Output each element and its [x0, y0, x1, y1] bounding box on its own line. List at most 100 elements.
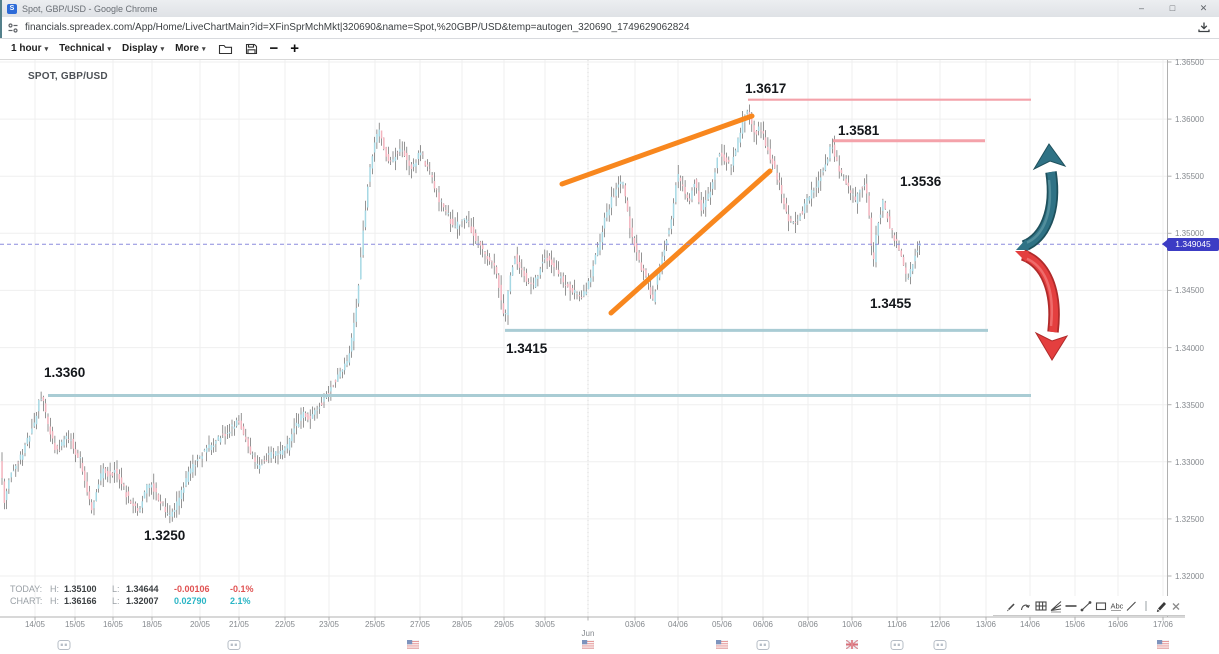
- window-title: Spot, GBP/USD - Google Chrome: [22, 3, 158, 14]
- time-axis-label: 22/05: [274, 620, 296, 629]
- event-flag-us-flag[interactable]: [1157, 640, 1169, 649]
- tool-fib-grid-icon[interactable]: [1033, 598, 1048, 613]
- today-change: -0.00106: [174, 584, 210, 594]
- event-calendar-icon[interactable]: [756, 640, 770, 650]
- time-axis-label: 05/06: [711, 620, 733, 629]
- download-icon[interactable]: [1197, 21, 1211, 34]
- chart-change-pct: 2.1%: [230, 596, 251, 606]
- time-axis-label: Jun: [581, 629, 595, 638]
- price-axis-label: 1.32000: [1175, 572, 1204, 581]
- event-flag-uk-flag[interactable]: [846, 640, 858, 649]
- chart-label: CHART:: [10, 596, 43, 606]
- site-info-icon[interactable]: [7, 22, 19, 34]
- tool-pen-large-icon[interactable]: [1153, 598, 1168, 613]
- today-high: 1.35100: [64, 584, 97, 594]
- save-icon[interactable]: [245, 43, 258, 55]
- open-folder-icon[interactable]: [218, 43, 233, 55]
- time-axis-label: 23/05: [318, 620, 340, 629]
- price-annotation[interactable]: 1.3536: [900, 174, 942, 189]
- timeframe-dropdown[interactable]: 1 hour ▾: [11, 43, 49, 54]
- zoom-out-button[interactable]: −: [269, 40, 279, 57]
- tool-diagonal-line-icon[interactable]: [1123, 598, 1138, 613]
- tool-curved-arrow-icon[interactable]: [1018, 598, 1033, 613]
- url-bar: financials.spreadex.com/App/Home/LiveCha…: [0, 17, 1219, 39]
- time-axis-label: 25/05: [364, 620, 386, 629]
- price-axis-label: 1.33000: [1175, 457, 1204, 467]
- chevron-down-icon: ▾: [44, 45, 49, 53]
- candles: [1, 104, 921, 524]
- event-flag-us-flag[interactable]: [407, 640, 419, 649]
- support-resistance-lines[interactable]: [48, 98, 1031, 397]
- event-flag-us-flag[interactable]: [582, 640, 594, 649]
- today-label: TODAY:: [10, 584, 43, 594]
- event-calendar-icon[interactable]: [227, 640, 241, 650]
- price-annotation[interactable]: 1.3250: [144, 528, 186, 543]
- time-axis-label: 18/05: [141, 620, 163, 629]
- time-axis-label: 21/05: [228, 620, 250, 629]
- tool-close-icon[interactable]: [1168, 598, 1183, 613]
- trend-lines[interactable]: [559, 113, 773, 316]
- today-change-pct: -0.1%: [230, 584, 254, 594]
- more-dropdown[interactable]: More ▾: [175, 43, 206, 54]
- tool-pen-small-icon[interactable]: [1003, 598, 1018, 613]
- drawing-toolbar: Abc: [993, 596, 1185, 616]
- down-arrow[interactable]: [1015, 249, 1069, 361]
- price-stats: TODAY: H: 1.35100 L: 1.34644 -0.00106 -0…: [10, 583, 286, 607]
- chart-high: 1.36166: [64, 596, 97, 606]
- time-axis-label: 03/06: [624, 620, 646, 629]
- chart-symbol-label: SPOT, GBP/USD: [28, 71, 108, 82]
- event-calendar-icon[interactable]: [890, 640, 904, 650]
- price-annotation[interactable]: 1.3581: [838, 123, 880, 138]
- tool-text-tool-icon[interactable]: Abc: [1108, 598, 1123, 613]
- time-axis-label: 17/06: [1152, 620, 1174, 629]
- today-stats-row: TODAY: H: 1.35100 L: 1.34644 -0.00106 -0…: [10, 583, 286, 595]
- time-axis-label: 11/06: [887, 620, 907, 629]
- window-edge: [0, 0, 2, 38]
- price-axis-label: 1.33500: [1175, 400, 1204, 410]
- time-axis-label: 15/05: [64, 620, 86, 629]
- chevron-down-icon: ▾: [201, 45, 206, 53]
- current-price-tag: 1.349045: [1162, 237, 1219, 251]
- up-arrow[interactable]: [1016, 143, 1067, 252]
- time-axis-label: 15/06: [1064, 620, 1086, 629]
- events-strip: [0, 637, 1219, 654]
- time-axis-label: 29/05: [493, 620, 515, 629]
- tool-trend-segment-icon[interactable]: [1078, 598, 1093, 613]
- event-calendar-icon[interactable]: [57, 640, 71, 650]
- technical-dropdown[interactable]: Technical ▾: [59, 43, 111, 54]
- time-axis-label: 13/06: [975, 620, 997, 629]
- window-titlebar: S Spot, GBP/USD - Google Chrome – □ ✕: [0, 0, 1219, 17]
- price-axis-label: 1.35500: [1175, 172, 1204, 182]
- event-flag-us-flag[interactable]: [716, 640, 728, 649]
- display-dropdown[interactable]: Display ▾: [121, 43, 165, 54]
- time-axis-label: 30/05: [534, 620, 556, 629]
- event-calendar-icon[interactable]: [933, 640, 947, 650]
- time-axis-label: 10/06: [841, 620, 863, 629]
- tool-trend-fan-icon[interactable]: [1048, 598, 1063, 613]
- zoom-in-button[interactable]: +: [290, 40, 300, 57]
- time-axis-label: 27/05: [409, 620, 431, 629]
- time-axis-label: 14/06: [1019, 620, 1041, 629]
- axes: [0, 59, 1219, 621]
- chart-change: 0.02790: [174, 596, 207, 606]
- tool-rectangle-icon[interactable]: [1093, 598, 1108, 613]
- time-axis-label: 28/05: [451, 620, 473, 629]
- price-annotation[interactable]: 1.3617: [745, 81, 787, 96]
- chart-toolbar: 1 hour ▾ Technical ▾ Display ▾ More ▾ − +: [0, 39, 1219, 58]
- url-text[interactable]: financials.spreadex.com/App/Home/LiveCha…: [25, 22, 690, 33]
- close-button[interactable]: ✕: [1199, 3, 1208, 13]
- chevron-down-icon: ▾: [160, 45, 165, 53]
- tool-horizontal-line-icon[interactable]: [1063, 598, 1078, 613]
- grid: [0, 60, 1168, 617]
- price-annotation[interactable]: 1.3415: [506, 341, 548, 356]
- time-axis-label: 08/06: [797, 620, 819, 629]
- maximize-button[interactable]: □: [1169, 3, 1176, 13]
- price-annotation[interactable]: 1.3360: [44, 365, 86, 380]
- time-axis-label: 06/06: [752, 620, 774, 629]
- time-axis-label: 20/05: [189, 620, 211, 629]
- today-low: 1.34644: [126, 584, 159, 594]
- time-axis-label: 16/06: [1107, 620, 1129, 629]
- minimize-button[interactable]: –: [1138, 3, 1144, 13]
- price-annotation[interactable]: 1.3455: [870, 296, 912, 311]
